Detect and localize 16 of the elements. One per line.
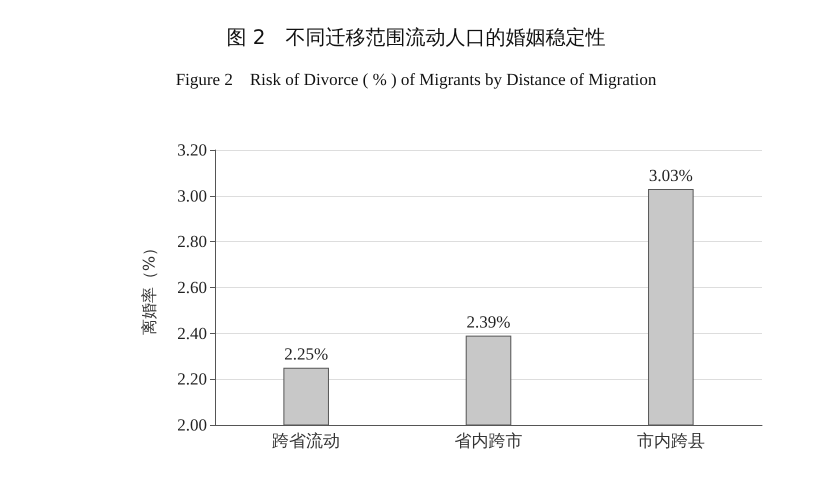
y-tick-label: 3.20 xyxy=(177,140,207,160)
chart-title: 图 2 不同迁移范围流动人口的婚姻稳定性 xyxy=(226,25,606,49)
x-tick-label: 市内跨县 xyxy=(636,432,705,452)
chart-subtitle: Figure 2 Risk of Divorce ( % ) of Migrants by Distance of Migration xyxy=(176,70,657,89)
y-tick-label: 2.60 xyxy=(177,278,207,297)
y-tick-label: 2.80 xyxy=(177,232,207,252)
y-axis-title: 离婚率（%） xyxy=(140,240,158,336)
y-tick-label: 2.40 xyxy=(177,324,207,343)
data-label: 2.39% xyxy=(466,312,510,332)
data-label: 2.25% xyxy=(284,344,328,364)
x-tick-label: 省内跨市 xyxy=(454,432,522,452)
y-tick-label: 3.00 xyxy=(177,186,207,206)
data-label: 3.03% xyxy=(648,166,693,185)
y-tick-label: 2.20 xyxy=(177,370,207,389)
x-tick-label: 跨省流动 xyxy=(272,432,340,452)
y-tick-label: 2.00 xyxy=(177,416,207,434)
